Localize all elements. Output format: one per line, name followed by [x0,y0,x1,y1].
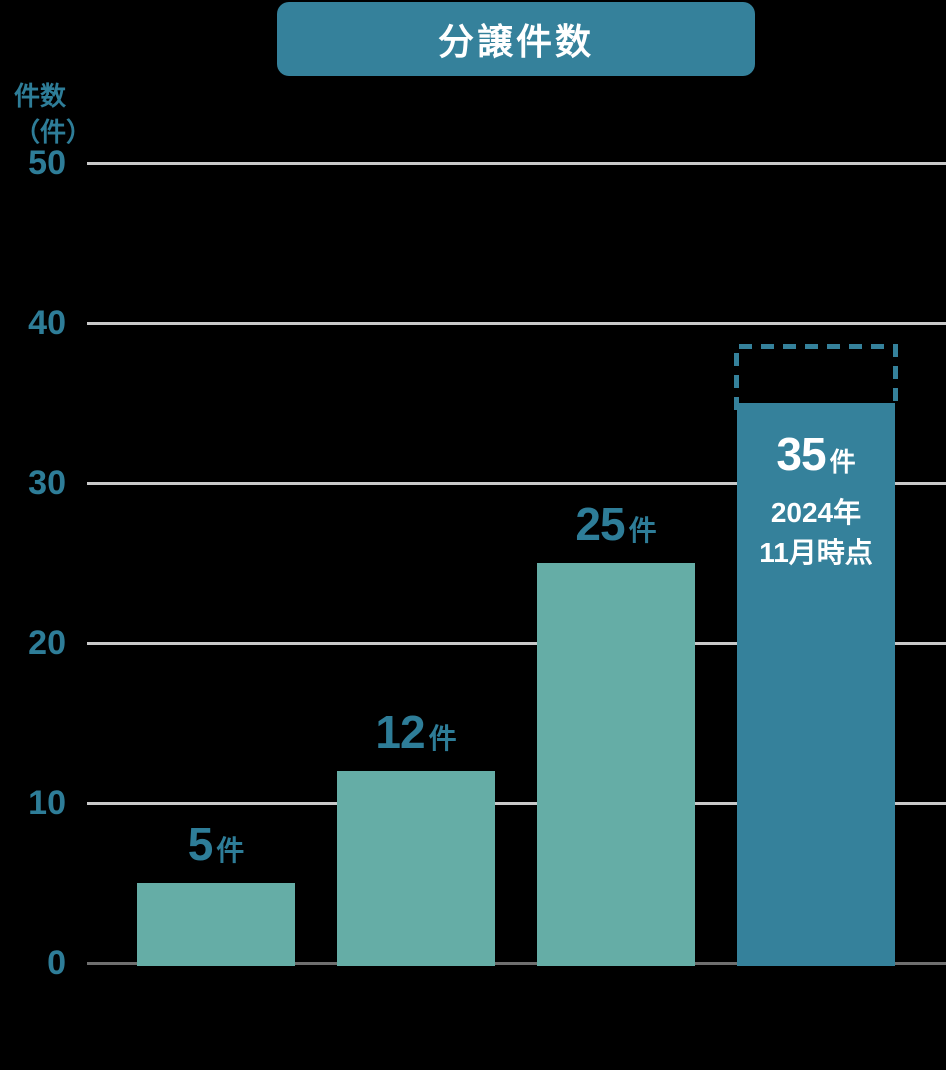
y-tick-label-0: 0 [47,944,66,982]
y-tick-label-30: 30 [28,464,66,502]
y-axis-title-line1: 件数 [14,81,67,111]
bar-annotation: 2024年 11月時点 [759,493,873,573]
y-tick-label-20: 20 [28,624,66,662]
bar-2 [337,771,495,966]
bar-annotation-line1: 2024年 [770,497,862,528]
gridline-10 [87,802,946,805]
chart-title-badge: 分譲件数 [277,2,755,76]
bar-value-label-3: 25 件 [516,481,716,547]
bar-1 [137,883,295,966]
y-axis-title-line2: （件） [14,117,93,147]
bar-value-number: 12 [375,706,425,758]
bar-annotation-line2: 11月時点 [759,537,873,568]
bar-value-number: 5 [187,818,214,870]
bar-3 [537,563,695,966]
bar-value-unit: 件 [829,447,856,477]
gridline-50 [87,162,946,165]
gridline-40 [87,322,946,325]
bar-value-unit: 件 [428,723,457,754]
x-axis-line [87,962,946,965]
bar-value-unit: 件 [216,835,245,866]
gridline-20 [87,642,946,645]
bar-value-number: 25 [575,498,625,550]
y-tick-label-50: 50 [28,144,66,182]
gridline-30 [87,482,946,485]
bar-value-inside: 35 件 [776,431,855,477]
bar-value-label-2: 12 件 [316,689,516,755]
y-tick-label-10: 10 [28,784,66,822]
projection-dashed-outline [734,344,898,410]
bar-value-number: 35 [776,428,826,480]
y-tick-label-40: 40 [28,304,66,342]
bar-value-unit: 件 [628,515,657,546]
chart-title: 分譲件数 [437,21,594,62]
y-axis-title: 件数 （件） [14,78,92,150]
bar-4: 35 件 2024年 11月時点 [737,403,895,966]
